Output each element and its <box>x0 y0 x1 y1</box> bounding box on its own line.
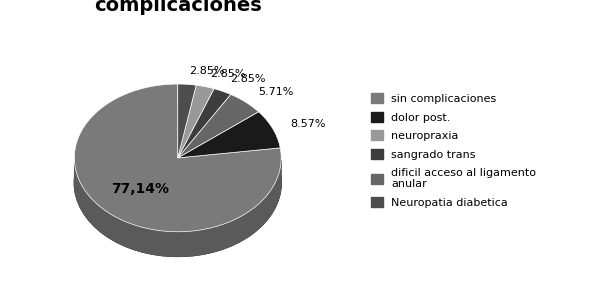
Polygon shape <box>178 85 214 158</box>
Polygon shape <box>178 84 196 158</box>
Polygon shape <box>178 95 259 158</box>
Text: 2.85%: 2.85% <box>189 66 224 76</box>
Legend: sin complicaciones, dolor post., neuropraxia, sangrado trans, dificil acceso al : sin complicaciones, dolor post., neuropr… <box>368 90 540 211</box>
Text: 77,14%: 77,14% <box>112 182 169 196</box>
Text: 2.85%: 2.85% <box>230 74 266 84</box>
Text: 8.57%: 8.57% <box>290 119 326 129</box>
Ellipse shape <box>74 109 281 256</box>
Polygon shape <box>178 112 280 158</box>
Polygon shape <box>74 84 281 232</box>
Polygon shape <box>178 89 230 158</box>
Text: 5.71%: 5.71% <box>258 87 294 97</box>
Title: complicaciones: complicaciones <box>94 0 262 15</box>
Polygon shape <box>75 160 281 256</box>
Text: 2.85%: 2.85% <box>210 69 246 79</box>
